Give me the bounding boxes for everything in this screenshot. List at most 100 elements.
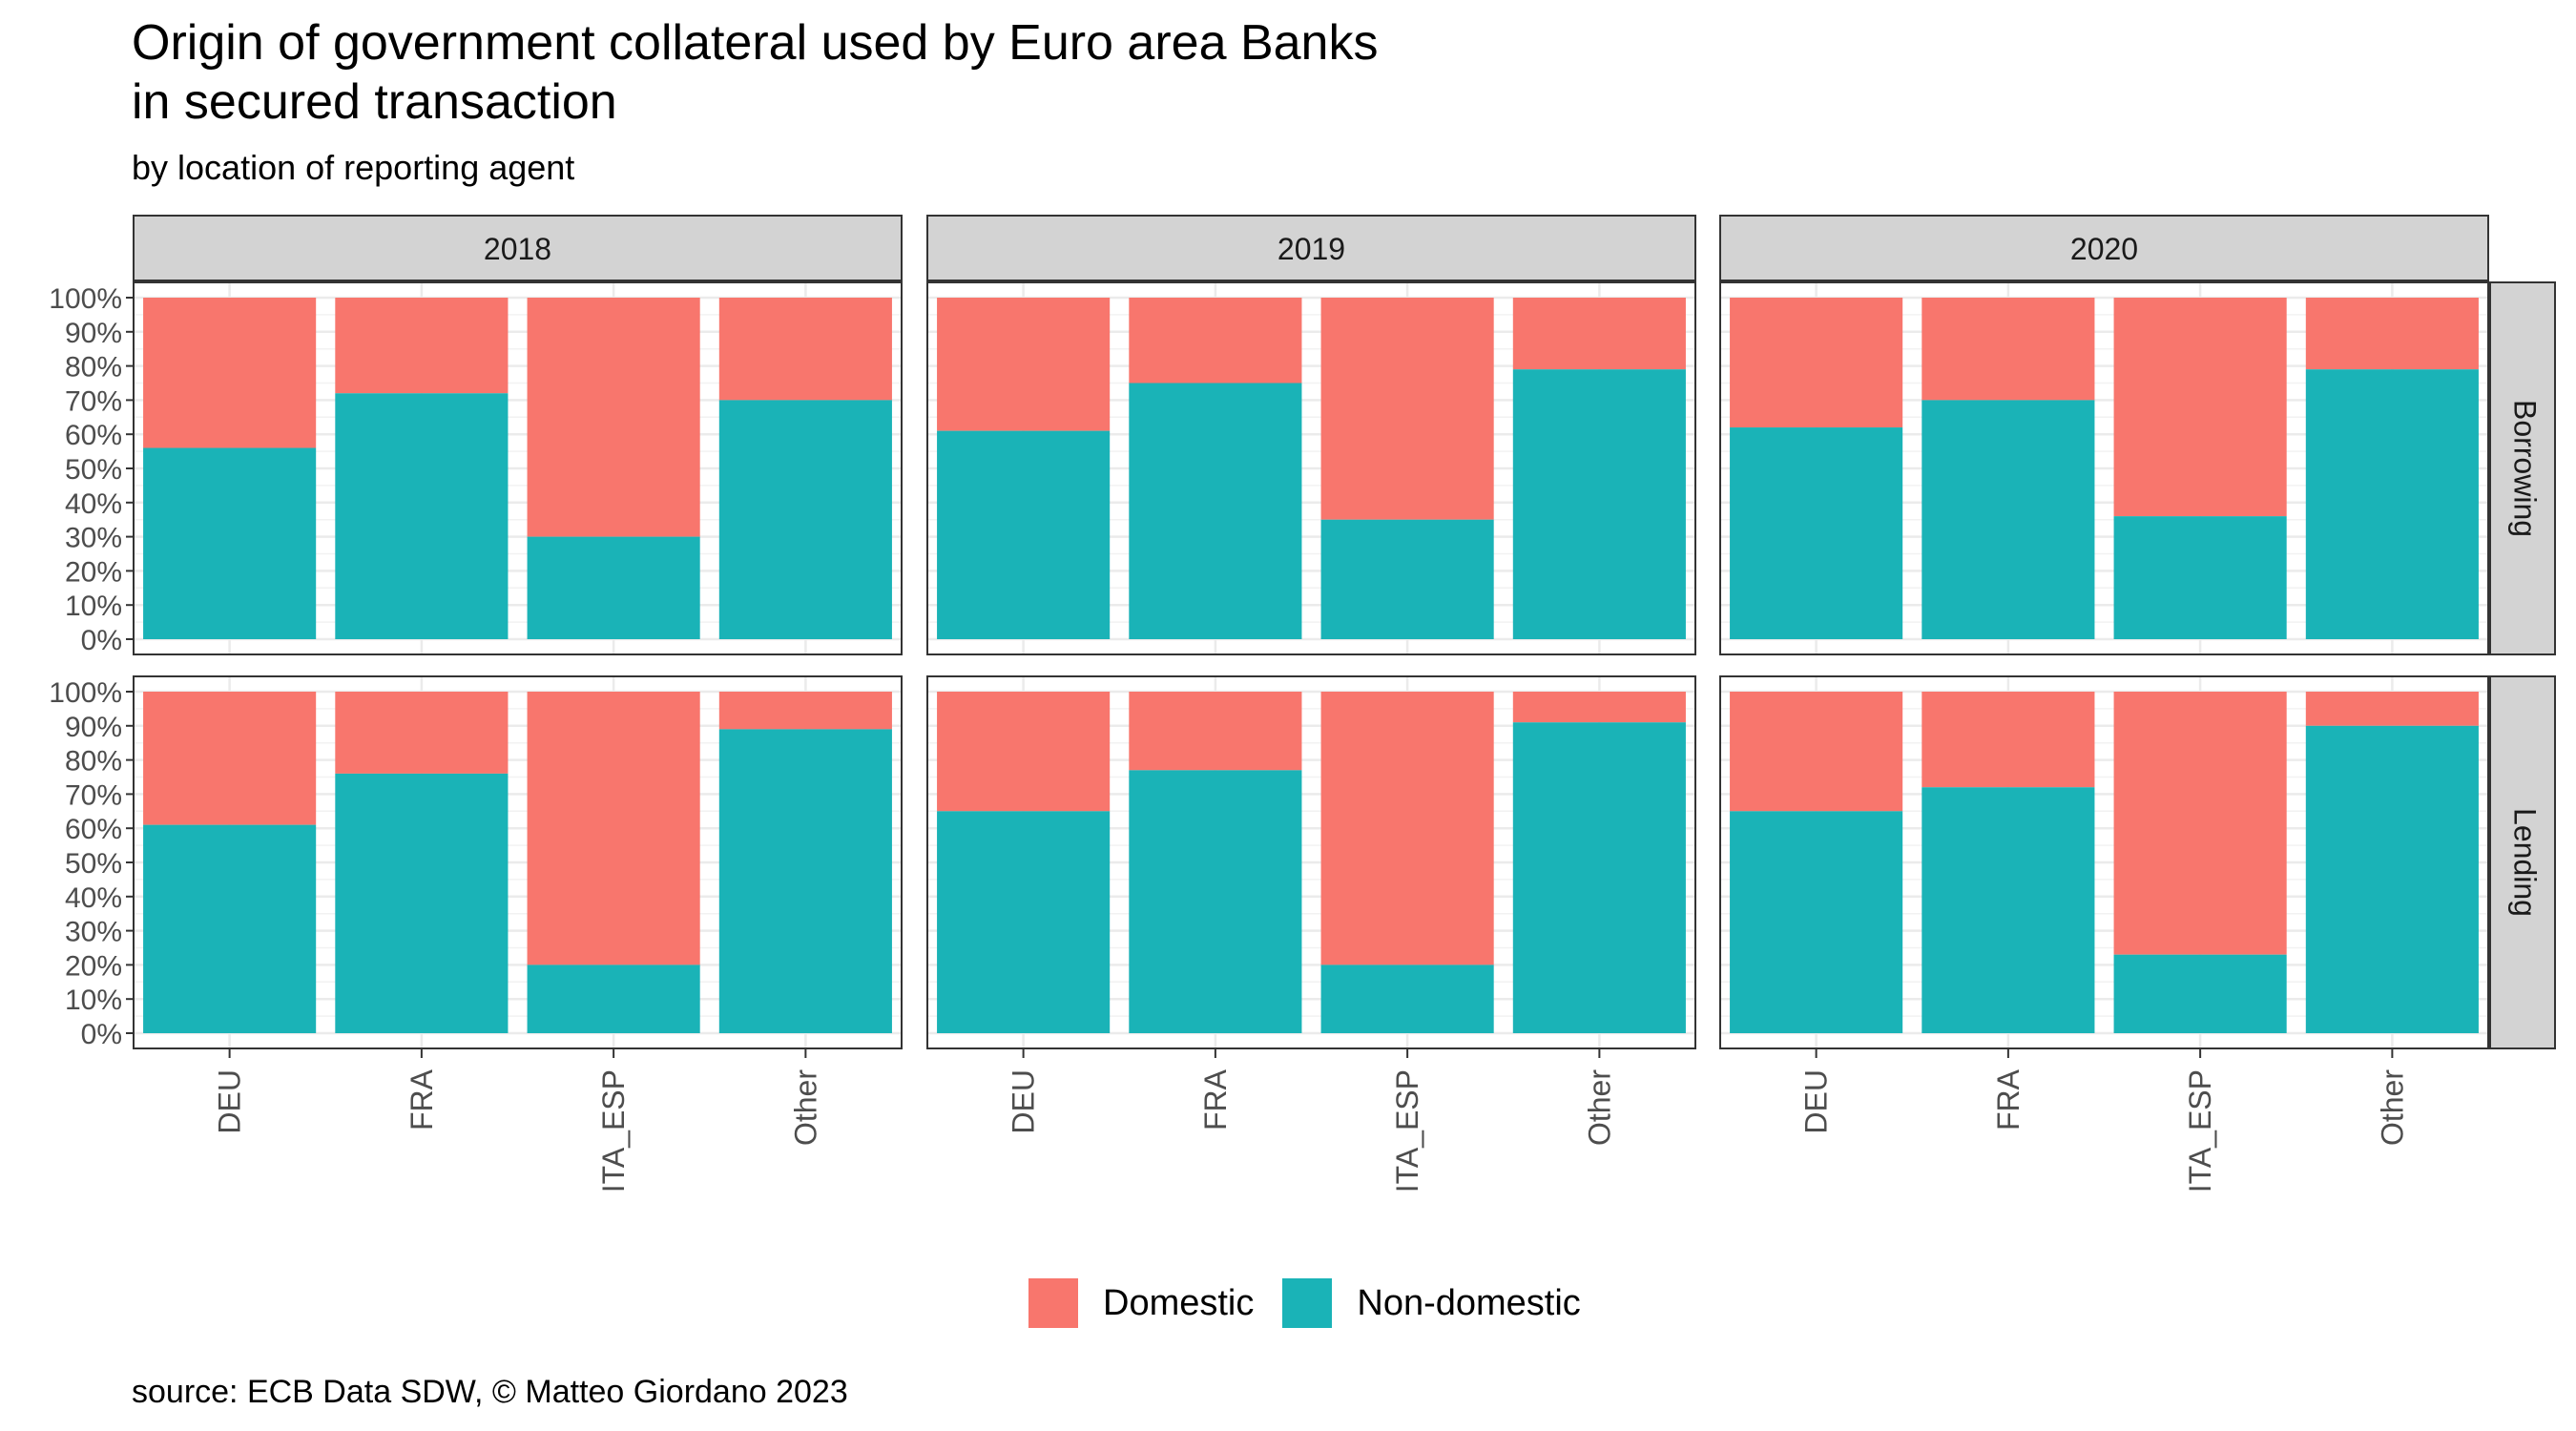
facet-strip-borrowing: [2489, 281, 2556, 655]
bar-non-domestic-2020-borrowing-deu: [1730, 427, 1903, 639]
y-tick-label: 50%: [65, 848, 122, 880]
y-tick-label: 90%: [65, 712, 122, 743]
chart-title-line-2: in secured transaction: [132, 74, 617, 130]
chart-title-line-1: Origin of government collateral used by …: [132, 15, 1379, 71]
x-tick-label-fra: FRA: [405, 1068, 439, 1130]
x-tick-label-ita_esp: ITA_ESP: [1390, 1069, 1424, 1192]
y-tick-label: 60%: [65, 814, 122, 845]
bar-non-domestic-2018-borrowing-other: [718, 400, 892, 639]
x-tick-label-deu: DEU: [1799, 1069, 1834, 1134]
y-tick-label: 40%: [65, 882, 122, 914]
bar-domestic-2019-lending-deu: [937, 692, 1111, 812]
x-tick-label-ita_esp: ITA_ESP: [2183, 1069, 2217, 1192]
bar-domestic-2018-lending-other: [718, 692, 892, 730]
bar-non-domestic-2018-lending-other: [718, 729, 892, 1033]
panel-border-2019-lending: [926, 675, 1696, 1049]
y-tick-label: 30%: [65, 523, 122, 554]
legend-key-domestic: [1028, 1278, 1078, 1328]
y-tick-label: 20%: [65, 950, 122, 982]
y-tick-label: 0%: [81, 1019, 122, 1050]
bar-non-domestic-2018-lending-deu: [143, 824, 317, 1033]
facet-strip-2019: [926, 215, 1696, 281]
facet-strip-label-2018: 2018: [484, 232, 551, 266]
bar-domestic-2019-borrowing-deu: [937, 298, 1111, 431]
facet-strip-lending: [2489, 675, 2556, 1049]
bar-domestic-2019-lending-fra: [1129, 692, 1302, 771]
bar-non-domestic-2018-lending-fra: [335, 773, 509, 1033]
facet-strip-label-lending: Lending: [2508, 808, 2543, 917]
panel-border-2020-borrowing: [1719, 281, 2489, 655]
facet-strip-2018: [133, 215, 903, 281]
y-tick-label: 80%: [65, 746, 122, 778]
y-tick-label: 60%: [65, 420, 122, 451]
bar-domestic-2019-borrowing-fra: [1129, 298, 1302, 384]
bar-domestic-2020-lending-ita_esp: [2113, 692, 2287, 955]
bar-non-domestic-2018-lending-ita_esp: [527, 964, 700, 1033]
y-tick-label: 80%: [65, 352, 122, 384]
legend: Domestic Non-domestic: [1028, 1278, 1610, 1328]
y-tick-label: 50%: [65, 454, 122, 486]
y-tick-label: 10%: [65, 985, 122, 1016]
bar-non-domestic-2019-lending-deu: [937, 811, 1111, 1033]
bar-domestic-2020-lending-deu: [1730, 692, 1903, 812]
bar-non-domestic-2018-borrowing-deu: [143, 447, 317, 639]
bar-domestic-2020-lending-fra: [1922, 692, 2095, 788]
x-tick-label-other: Other: [2375, 1069, 2409, 1146]
bar-non-domestic-2019-lending-ita_esp: [1320, 964, 1494, 1033]
bar-non-domestic-2019-borrowing-deu: [937, 430, 1111, 639]
bar-non-domestic-2020-lending-deu: [1730, 811, 1903, 1033]
y-tick-label: 100%: [49, 677, 122, 709]
bar-domestic-2018-borrowing-other: [718, 298, 892, 401]
y-tick-label: 70%: [65, 779, 122, 811]
bar-domestic-2018-lending-fra: [335, 692, 509, 774]
x-tick-label-deu: DEU: [1007, 1069, 1041, 1134]
legend-label-non-domestic: Non-domestic: [1357, 1282, 1581, 1323]
bar-domestic-2019-borrowing-other: [1512, 298, 1686, 370]
y-tick-label: 70%: [65, 385, 122, 417]
bar-domestic-2020-borrowing-ita_esp: [2113, 298, 2287, 517]
y-tick-label: 100%: [49, 283, 122, 315]
bar-non-domestic-2020-lending-other: [2305, 725, 2479, 1033]
bar-non-domestic-2018-borrowing-fra: [335, 393, 509, 639]
x-tick-label-deu: DEU: [213, 1069, 247, 1134]
bar-non-domestic-2020-borrowing-ita_esp: [2113, 516, 2287, 639]
bar-domestic-2020-borrowing-fra: [1922, 298, 2095, 401]
x-tick-label-fra: FRA: [1198, 1068, 1233, 1130]
y-tick-label: 0%: [81, 625, 122, 656]
bar-non-domestic-2019-lending-other: [1512, 722, 1686, 1033]
bar-non-domestic-2019-borrowing-fra: [1129, 383, 1302, 639]
y-tick-label: 90%: [65, 318, 122, 349]
bar-domestic-2018-borrowing-fra: [335, 298, 509, 394]
x-tick-label-other: Other: [1582, 1069, 1616, 1146]
chart-title: Origin of government collateral used by …: [132, 13, 1378, 132]
bar-domestic-2020-lending-other: [2305, 692, 2479, 726]
bar-non-domestic-2020-borrowing-fra: [1922, 400, 2095, 639]
legend-key-non-domestic: [1282, 1278, 1333, 1328]
legend-item-domestic: Domestic: [1028, 1278, 1254, 1328]
bar-non-domestic-2019-borrowing-other: [1512, 369, 1686, 639]
bar-domestic-2019-borrowing-ita_esp: [1320, 298, 1494, 520]
y-tick-label: 10%: [65, 591, 122, 622]
bar-domestic-2018-borrowing-deu: [143, 298, 317, 448]
y-tick-label: 40%: [65, 488, 122, 520]
bar-non-domestic-2019-lending-fra: [1129, 770, 1302, 1033]
source-caption: source: ECB Data SDW, © Matteo Giordano …: [132, 1374, 848, 1410]
facet-strip-2020: [1719, 215, 2489, 281]
bar-non-domestic-2018-borrowing-ita_esp: [527, 536, 700, 639]
bar-domestic-2018-lending-deu: [143, 692, 317, 825]
panel-border-2020-lending: [1719, 675, 2489, 1049]
panel-border-2019-borrowing: [926, 281, 1696, 655]
facet-strip-label-borrowing: Borrowing: [2508, 400, 2543, 537]
legend-item-non-domestic: Non-domestic: [1282, 1278, 1581, 1328]
bar-domestic-2020-borrowing-other: [2305, 298, 2479, 370]
x-tick-label-ita_esp: ITA_ESP: [596, 1069, 631, 1192]
facet-strip-label-2020: 2020: [2070, 232, 2138, 266]
bar-domestic-2020-borrowing-deu: [1730, 298, 1903, 428]
chart-subtitle: by location of reporting agent: [132, 148, 575, 187]
bar-non-domestic-2019-borrowing-ita_esp: [1320, 519, 1494, 639]
facet-strip-label-2019: 2019: [1278, 232, 1345, 266]
y-tick-label: 30%: [65, 917, 122, 948]
bar-domestic-2018-borrowing-ita_esp: [527, 298, 700, 537]
bar-domestic-2019-lending-other: [1512, 692, 1686, 723]
